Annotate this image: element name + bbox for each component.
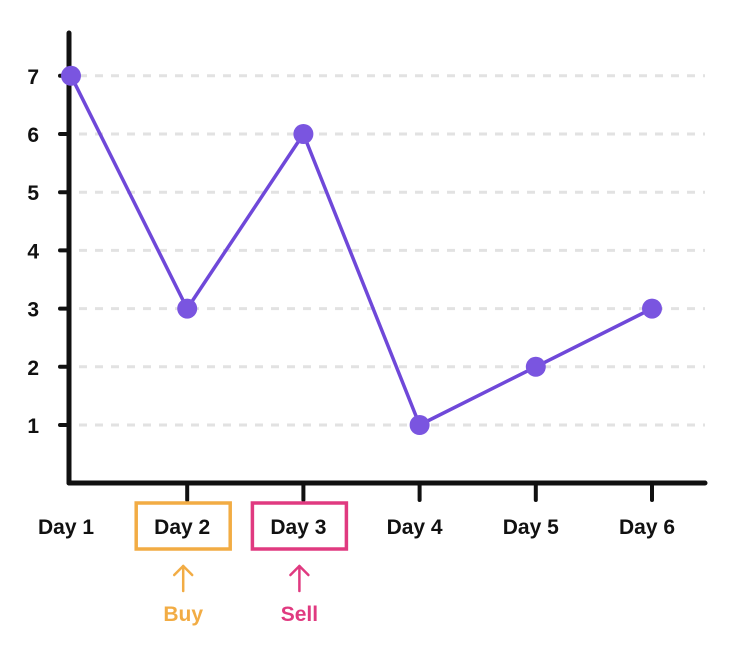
- y-tick-label-4: 4: [27, 240, 39, 263]
- sell-label: Sell: [281, 603, 318, 626]
- x-tick-label-3: Day 3: [270, 516, 326, 539]
- x-tick-label-4: Day 4: [387, 516, 443, 539]
- data-point-day-3: [293, 124, 314, 144]
- sell-up-arrow-icon: [289, 564, 310, 593]
- y-tick-label-1: 1: [27, 415, 39, 438]
- data-point-day-5: [525, 356, 546, 377]
- buy-label: Buy: [163, 603, 203, 626]
- series-line: [69, 75, 653, 427]
- data-point-day-1: [61, 65, 81, 86]
- y-tick-label-6: 6: [27, 124, 39, 147]
- y-axis-ticks: 1 2 3 4 5 6 7: [27, 66, 71, 438]
- annotations: Buy Sell: [134, 501, 349, 626]
- buy-highlight-box: [134, 501, 232, 551]
- axes: [66, 30, 708, 486]
- x-tick-label-1: Day 1: [38, 516, 94, 539]
- buy-up-arrow-icon: [172, 564, 194, 593]
- y-tick-label-3: 3: [27, 299, 39, 322]
- data-point-day-6: [642, 298, 662, 319]
- y-tick-label-2: 2: [27, 357, 39, 380]
- x-tick-label-2: Day 2: [154, 516, 210, 539]
- y-tick-label-7: 7: [27, 66, 39, 89]
- data-point-day-2: [177, 298, 198, 319]
- sell-highlight-box: [250, 501, 349, 551]
- data-point-day-4: [409, 415, 430, 435]
- x-axis-ticks: Day 1 Day 2 Day 3 Day 4 Day 5 Day 6: [38, 481, 675, 539]
- x-tick-label-5: Day 5: [503, 516, 559, 539]
- grid-lines: [79, 74, 705, 427]
- series: [61, 65, 662, 435]
- x-tick-label-6: Day 6: [619, 516, 675, 539]
- y-tick-label-5: 5: [27, 182, 39, 205]
